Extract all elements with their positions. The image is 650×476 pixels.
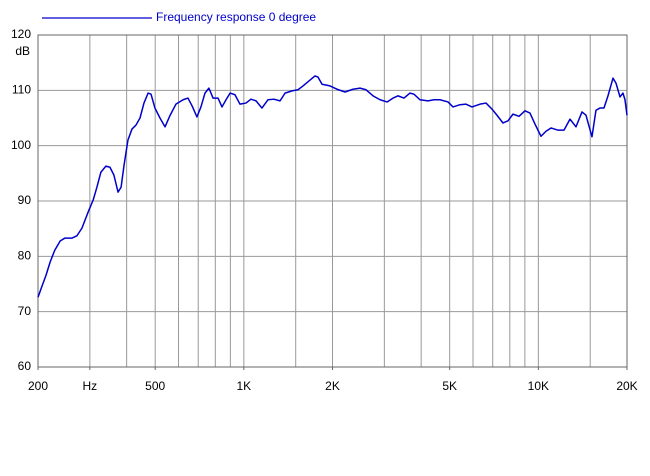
x-tick-label: 500 xyxy=(145,379,165,393)
legend-label: Frequency response 0 degree xyxy=(156,10,316,24)
y-axis-label: dB xyxy=(15,44,30,58)
y-tick-label: 110 xyxy=(12,83,31,97)
x-tick-label: 10K xyxy=(528,379,549,393)
x-tick-label: 5K xyxy=(442,379,457,393)
response-line xyxy=(37,75,628,298)
x-tick-label: Hz xyxy=(83,379,98,393)
x-tick-label: 2K xyxy=(325,379,340,393)
y-tick-label: 120 xyxy=(11,27,31,41)
x-tick-label: 20K xyxy=(616,379,637,393)
y-tick-label: 100 xyxy=(11,138,31,152)
y-tick-label: 70 xyxy=(18,304,32,318)
y-tick-label: 90 xyxy=(18,193,32,207)
x-tick-label: 200 xyxy=(28,379,48,393)
x-tick-label: 1K xyxy=(237,379,252,393)
y-tick-label: 60 xyxy=(18,359,32,373)
y-tick-label: 80 xyxy=(18,249,32,263)
